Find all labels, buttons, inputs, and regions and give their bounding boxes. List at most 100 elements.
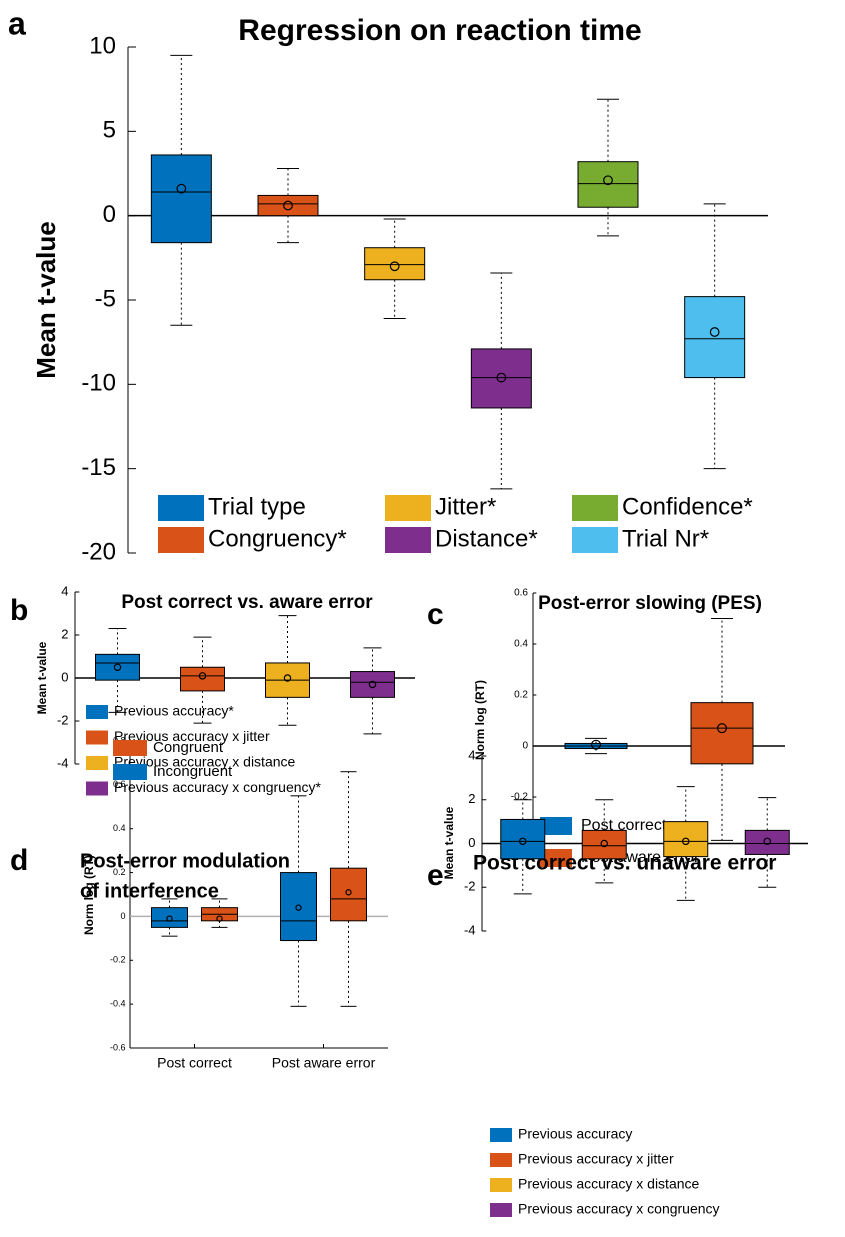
legend-swatch [113, 764, 147, 780]
mean-marker [198, 672, 207, 680]
box [350, 671, 395, 698]
legend-swatch [385, 527, 431, 553]
mean-marker [368, 680, 377, 689]
y-tick-label: 0 [120, 911, 125, 921]
panel: c Post-error slowing (PES) Norm log (RT) -0… [427, 588, 785, 867]
legend-swatch [86, 756, 108, 770]
mean-marker [176, 183, 187, 194]
y-tick-label: 0.4 [514, 639, 528, 650]
panel-letter: b [10, 594, 28, 627]
legend-swatch [113, 740, 147, 756]
panel: b Post correct vs. aware error Mean t-valu… [10, 583, 415, 796]
legend-label: Distance* [435, 525, 538, 552]
box [470, 348, 532, 409]
y-tick-label: -2 [57, 712, 69, 727]
legend-label: Confidence* [622, 493, 753, 520]
mean-marker [283, 674, 292, 682]
legend-label: Previous accuracy x distance [114, 754, 296, 770]
legend-label: Trial Nr* [622, 525, 709, 552]
y-axis-label: Mean t-value [35, 641, 49, 714]
y-tick-label: -4 [464, 922, 476, 937]
panel-letter: d [10, 844, 28, 877]
legend-label: Previous accuracy x distance [518, 1176, 700, 1192]
mean-marker [519, 837, 527, 846]
box [577, 161, 639, 208]
box [95, 653, 140, 681]
y-tick-label: 2 [61, 626, 68, 641]
box [744, 829, 790, 855]
mean-marker [716, 723, 728, 734]
mean-marker [166, 915, 173, 922]
y-axis-label: Norm log (RT) [473, 680, 487, 760]
legend-swatch [490, 1203, 512, 1217]
y-tick-label: 0 [103, 201, 116, 228]
mean-marker [295, 904, 302, 911]
mean-marker [389, 261, 400, 272]
mean-marker [216, 915, 223, 922]
panel: e Post correct vs. unaware error Mean t-va… [427, 747, 808, 1217]
mean-marker [709, 327, 720, 337]
y-axis-label: Mean t-value [442, 806, 456, 879]
y-axis-label: Norm log (RT) [82, 855, 96, 935]
legend-label: Jitter* [435, 493, 496, 520]
y-tick-label: -0.2 [110, 955, 126, 965]
y-tick-label: 0 [522, 741, 528, 752]
legend-swatch [385, 495, 431, 521]
box [500, 818, 546, 860]
chart-title: of interference [80, 880, 219, 902]
legend-swatch [490, 1128, 512, 1142]
y-tick-label: 0.6 [514, 588, 528, 599]
legend-swatch [490, 1153, 512, 1167]
box [257, 194, 319, 217]
panel-letter: c [427, 598, 444, 631]
mean-marker [496, 372, 507, 383]
legend-swatch [572, 495, 618, 521]
legend-label: Congruency* [208, 525, 347, 552]
y-tick-label: -5 [95, 285, 116, 312]
box [280, 872, 317, 942]
mean-marker [590, 739, 602, 750]
y-tick-label: 10 [89, 32, 116, 59]
y-tick-label: -0.2 [511, 792, 529, 803]
box [151, 907, 188, 928]
y-tick-label: 0.6 [113, 779, 126, 789]
y-tick-label: 4 [468, 747, 475, 762]
y-tick-label: -2 [464, 879, 476, 894]
legend-swatch [540, 817, 572, 835]
legend-label: Previous accuracy x congruency [518, 1201, 720, 1217]
mean-marker [600, 839, 608, 848]
y-tick-label: 0.2 [514, 690, 528, 701]
y-tick-label: -0.4 [110, 999, 126, 1009]
y-tick-label: -15 [81, 454, 116, 481]
legend-swatch [490, 1178, 512, 1192]
legend-label: Previous accuracy* [114, 703, 234, 719]
chart-title: Regression on reaction time [238, 14, 641, 47]
legend-label: Trial type [208, 493, 306, 520]
box [663, 821, 709, 858]
legend-label: Previous accuracy [518, 1126, 632, 1142]
y-tick-label: 2 [468, 791, 475, 806]
box [684, 296, 746, 379]
y-tick-label: -10 [81, 370, 116, 397]
legend-swatch [86, 705, 108, 719]
mean-marker [603, 175, 613, 186]
legend-label: Incongruent [153, 763, 233, 780]
y-tick-label: -4 [57, 755, 69, 770]
panel: d Post-error modulation of interferenceNor… [10, 735, 388, 1071]
panel-letter: a [8, 5, 26, 41]
y-tick-label: 0.4 [113, 823, 126, 833]
box [364, 247, 426, 281]
box [690, 702, 754, 765]
y-tick-label: 0 [61, 669, 68, 684]
panel-letter: e [427, 859, 444, 892]
legend-swatch [572, 527, 618, 553]
y-tick-label: -0.6 [110, 1042, 126, 1052]
box [150, 154, 212, 244]
chart-title: Post-error modulation [80, 850, 290, 872]
mean-marker [682, 837, 690, 846]
legend-label: Previous accuracy x congruency* [114, 779, 322, 795]
mean-marker [345, 889, 352, 896]
legend-label: Congruent [153, 739, 224, 756]
legend-label: Previous accuracy x jitter [518, 1151, 674, 1167]
